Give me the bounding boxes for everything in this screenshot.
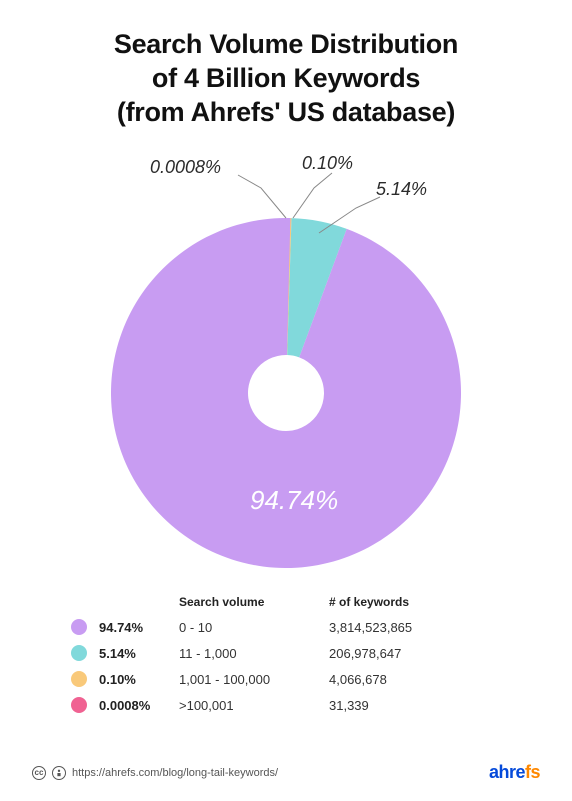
legend-row: 94.74% 0 - 10 3,814,523,865 bbox=[71, 619, 501, 635]
legend-range: 11 - 1,000 bbox=[179, 646, 329, 661]
brand-pre: ahre bbox=[489, 762, 525, 782]
legend-table: Search volume # of keywords 94.74% 0 - 1… bbox=[71, 595, 501, 713]
legend-range: 0 - 10 bbox=[179, 620, 329, 635]
legend-pct: 0.0008% bbox=[99, 698, 179, 713]
legend-pct: 5.14% bbox=[99, 646, 179, 661]
callout-line bbox=[238, 175, 286, 218]
title-line-1: Search Volume Distribution bbox=[114, 29, 458, 59]
footer: cc https://ahrefs.com/blog/long-tail-key… bbox=[32, 762, 540, 783]
legend-header-row: Search volume # of keywords bbox=[71, 595, 501, 609]
legend-header-volume: Search volume bbox=[179, 595, 329, 609]
callout-label: 0.0008% bbox=[150, 157, 221, 178]
by-icon bbox=[52, 766, 66, 780]
legend-row: 0.10% 1,001 - 100,000 4,066,678 bbox=[71, 671, 501, 687]
legend-count: 3,814,523,865 bbox=[329, 620, 479, 635]
legend-count: 206,978,647 bbox=[329, 646, 479, 661]
legend-pct: 0.10% bbox=[99, 672, 179, 687]
chart-title: Search Volume Distribution of 4 Billion … bbox=[32, 28, 540, 129]
source-url: https://ahrefs.com/blog/long-tail-keywor… bbox=[72, 767, 278, 779]
legend-swatch bbox=[71, 619, 87, 635]
legend-row: 0.0008% >100,001 31,339 bbox=[71, 697, 501, 713]
legend-header-count: # of keywords bbox=[329, 595, 479, 609]
legend-pct: 94.74% bbox=[99, 620, 179, 635]
main-slice-label: 94.74% bbox=[250, 485, 338, 516]
brand-logo: ahrefs bbox=[489, 762, 540, 783]
legend-swatch bbox=[71, 671, 87, 687]
legend-row: 5.14% 11 - 1,000 206,978,647 bbox=[71, 645, 501, 661]
legend-count: 31,339 bbox=[329, 698, 479, 713]
cc-icon: cc bbox=[32, 766, 46, 780]
title-line-2: of 4 Billion Keywords bbox=[152, 63, 420, 93]
legend-count: 4,066,678 bbox=[329, 672, 479, 687]
legend-range: 1,001 - 100,000 bbox=[179, 672, 329, 687]
callout-line bbox=[293, 173, 332, 218]
legend-range: >100,001 bbox=[179, 698, 329, 713]
donut-chart: 0.0008% 0.10% 5.14% 94.74% bbox=[66, 153, 506, 573]
attribution: cc https://ahrefs.com/blog/long-tail-key… bbox=[32, 766, 278, 780]
callout-label: 0.10% bbox=[302, 153, 353, 174]
legend-swatch bbox=[71, 645, 87, 661]
legend-swatch bbox=[71, 697, 87, 713]
callout-label: 5.14% bbox=[376, 179, 427, 200]
title-line-3: (from Ahrefs' US database) bbox=[117, 97, 455, 127]
brand-post: fs bbox=[525, 762, 540, 782]
